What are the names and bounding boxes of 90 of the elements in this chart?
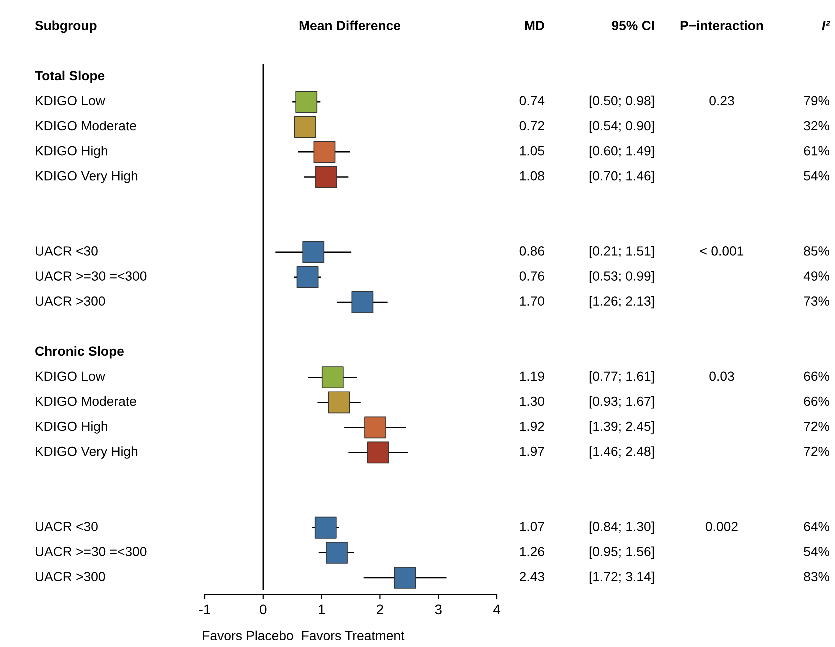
text: [1.39; 2.45] bbox=[590, 422, 654, 434]
text: [0.70; 1.46] bbox=[590, 171, 654, 184]
data-label: 1.70 bbox=[520, 296, 544, 306]
y-tick-label: KDIGO Low bbox=[36, 372, 106, 382]
point bbox=[296, 266, 319, 288]
text: 32% bbox=[804, 121, 830, 131]
text: 0.23 bbox=[710, 96, 734, 106]
point bbox=[364, 416, 386, 439]
y-tick-label: UACR <30 bbox=[36, 246, 98, 256]
text: 0.03 bbox=[710, 372, 734, 382]
point bbox=[394, 567, 416, 589]
text: 73% bbox=[804, 296, 830, 306]
x-tick-label: 1 bbox=[318, 604, 325, 614]
y-axis-title: Subgroup bbox=[35, 20, 97, 34]
point bbox=[367, 442, 390, 464]
point bbox=[302, 241, 325, 264]
point bbox=[328, 392, 350, 414]
text: 83% bbox=[804, 572, 830, 582]
point bbox=[322, 366, 344, 389]
text: 95% CI bbox=[612, 21, 654, 30]
y-tick-label: KDIGO High bbox=[36, 422, 108, 434]
point bbox=[314, 141, 336, 164]
text: 66% bbox=[804, 372, 830, 382]
text: Favors Placebo bbox=[203, 630, 294, 641]
x-tick-label: 3 bbox=[435, 604, 442, 615]
chart-title: Mean Difference bbox=[300, 20, 401, 30]
x-tick-label: -1 bbox=[199, 604, 210, 614]
y-tick-label: Chronic Slope bbox=[36, 346, 124, 359]
text: [0.84; 1.30] bbox=[590, 522, 654, 534]
y-tick-label: UACR <30 bbox=[36, 522, 98, 532]
point bbox=[326, 542, 348, 564]
text: [0.54; 0.90] bbox=[590, 120, 654, 134]
y-tick-label: UACR >300 bbox=[36, 572, 106, 582]
data-label: 0.86 bbox=[520, 246, 544, 256]
data-label: 1.05 bbox=[520, 146, 544, 156]
text: 66% bbox=[804, 396, 830, 406]
y-tick-label: UACR >=30 =<300 bbox=[36, 272, 147, 281]
text: [1.46; 2.48] bbox=[590, 446, 654, 459]
y-tick-label: UACR >=30 =<300 bbox=[36, 547, 147, 556]
text: Favors Treatment bbox=[302, 631, 405, 641]
text: [1.72; 3.14] bbox=[590, 572, 654, 584]
y-tick-label: KDIGO Very High bbox=[36, 446, 138, 459]
text: P−interaction bbox=[680, 20, 764, 30]
text: 0.002 bbox=[706, 522, 738, 532]
text: 72% bbox=[804, 446, 830, 456]
data-label: 1.19 bbox=[520, 372, 544, 382]
y-tick-label: KDIGO High bbox=[36, 146, 108, 158]
text: [0.95; 1.56] bbox=[590, 546, 654, 560]
text: 54% bbox=[804, 547, 830, 556]
text: [0.77; 1.61] bbox=[590, 371, 654, 384]
text: 79% bbox=[804, 96, 830, 106]
point bbox=[352, 292, 374, 314]
y-tick-label: KDIGO Low bbox=[36, 96, 106, 106]
text: [1.26; 2.13] bbox=[590, 296, 654, 309]
data-label: 1.07 bbox=[520, 522, 544, 532]
data-label: 2.43 bbox=[520, 572, 544, 582]
point bbox=[296, 91, 318, 114]
point bbox=[294, 116, 316, 138]
y-tick-label: KDIGO Very High bbox=[36, 171, 138, 184]
x-tick-label: 2 bbox=[377, 604, 384, 614]
y-tick-label: KDIGO Moderate bbox=[36, 396, 136, 406]
text: [0.60; 1.49] bbox=[590, 146, 654, 158]
point bbox=[316, 166, 338, 188]
data-label: 0.76 bbox=[520, 272, 544, 281]
y-tick-label: KDIGO Moderate bbox=[36, 120, 136, 131]
data-label: 0.72 bbox=[520, 121, 544, 131]
data-label: 1.92 bbox=[520, 422, 544, 432]
data-label: 1.97 bbox=[520, 446, 544, 456]
text: [0.93; 1.67] bbox=[590, 396, 654, 409]
text: 54% bbox=[804, 171, 830, 181]
y-tick-label: Total Slope bbox=[35, 70, 105, 84]
data-label: 0.74 bbox=[520, 96, 545, 106]
text: 85% bbox=[804, 246, 830, 256]
point bbox=[314, 516, 337, 539]
text: < 0.001 bbox=[700, 246, 744, 256]
x-tick-label: 0 bbox=[260, 604, 267, 615]
text: [0.50; 0.98] bbox=[590, 96, 654, 108]
text: [0.21; 1.51] bbox=[590, 246, 654, 259]
y-tick-label: UACR >300 bbox=[36, 296, 106, 306]
text: 49% bbox=[804, 272, 830, 281]
data-label: 1.26 bbox=[520, 547, 544, 556]
text: [0.53; 0.99] bbox=[590, 271, 654, 284]
text: 72% bbox=[804, 422, 830, 432]
x-tick-label: 4 bbox=[493, 604, 500, 614]
data-label: 1.30 bbox=[520, 396, 544, 406]
text: I² bbox=[822, 21, 830, 30]
data-label: 1.08 bbox=[520, 171, 544, 181]
text: 61% bbox=[804, 146, 830, 156]
text: MD bbox=[525, 21, 544, 30]
text: 64% bbox=[804, 522, 830, 532]
